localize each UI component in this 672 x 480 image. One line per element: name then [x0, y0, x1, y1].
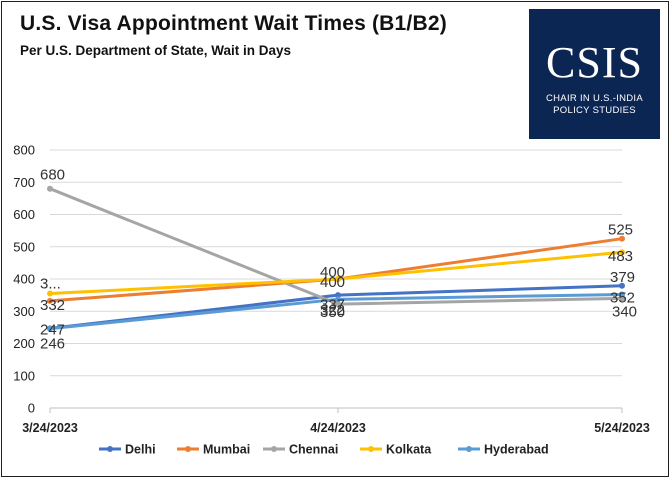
y-tick-label: 300 — [13, 304, 35, 319]
y-tick-label: 700 — [13, 175, 35, 190]
legend-marker-delhi — [107, 446, 113, 452]
data-point-chennai — [335, 301, 341, 308]
logo-tagline: CHAIR IN U.S.-INDIA POLICY STUDIES — [545, 93, 643, 116]
data-label-kolkata: 400 — [320, 274, 345, 291]
data-label-kolkata: 483 — [608, 248, 633, 265]
x-tick-label: 5/24/2023 — [594, 421, 650, 435]
data-label-chennai: 322 — [320, 302, 345, 319]
data-point-kolkata — [619, 249, 625, 256]
data-label-mumbai: 332 — [40, 297, 65, 314]
data-label-delhi: 379 — [610, 269, 635, 286]
data-point-kolkata — [47, 290, 53, 297]
legend-marker-hyderabad — [466, 446, 472, 452]
data-label-hyderabad: 246 — [40, 336, 65, 353]
data-label-kolkata: 3... — [40, 276, 61, 293]
data-point-kolkata — [335, 276, 341, 282]
legend-marker-mumbai — [185, 446, 191, 452]
data-label-delhi: 247 — [40, 321, 65, 338]
data-point-delhi — [619, 282, 625, 289]
legend-label-delhi: Delhi — [125, 443, 156, 457]
legend-label-hyderabad: Hyderabad — [484, 443, 549, 457]
data-point-hyderabad — [619, 291, 625, 298]
data-point-mumbai — [47, 297, 53, 304]
logo-wordmark: CSIS — [546, 38, 643, 87]
y-tick-label: 800 — [13, 143, 35, 158]
data-label-mumbai: 400 — [320, 264, 345, 281]
data-point-mumbai — [619, 235, 625, 242]
legend-label-kolkata: Kolkata — [386, 443, 432, 457]
data-point-hyderabad — [335, 296, 341, 303]
data-label-chennai: 680 — [40, 167, 65, 184]
data-point-delhi — [335, 292, 341, 299]
legend-label-chennai: Chennai — [289, 443, 338, 457]
data-label-chennai: 340 — [612, 303, 637, 320]
data-point-chennai — [47, 185, 53, 192]
y-tick-label: 400 — [13, 272, 35, 287]
chart-subtitle: Per U.S. Department of State, Wait in Da… — [20, 43, 292, 58]
csis-logo: CSIS CHAIR IN U.S.-INDIA POLICY STUDIES — [529, 9, 660, 139]
data-label-hyderabad: 352 — [610, 289, 635, 306]
chart-title: U.S. Visa Appointment Wait Times (B1/B2) — [20, 12, 447, 35]
data-label-delhi: 350 — [320, 304, 345, 321]
legend-label-mumbai: Mumbai — [203, 443, 250, 457]
data-label-hyderabad: 337 — [320, 296, 345, 313]
data-point-hyderabad — [47, 325, 53, 332]
y-tick-label: 500 — [13, 239, 35, 254]
y-tick-label: 100 — [13, 368, 35, 383]
data-label-mumbai: 525 — [608, 222, 633, 239]
y-tick-label: 0 — [28, 401, 35, 416]
legend-marker-chennai — [271, 446, 277, 452]
legend-marker-kolkata — [368, 446, 374, 452]
y-tick-label: 200 — [13, 336, 35, 351]
y-tick-label: 600 — [13, 207, 35, 222]
x-tick-label: 3/24/2023 — [22, 421, 78, 435]
x-tick-label: 4/24/2023 — [310, 421, 366, 435]
